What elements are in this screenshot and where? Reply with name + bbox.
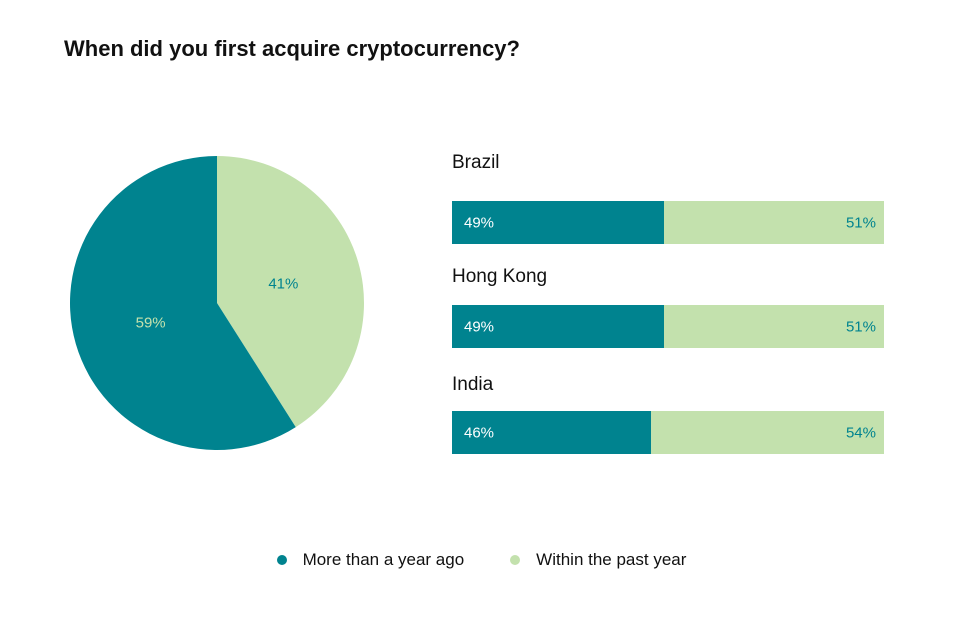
legend-swatch bbox=[276, 555, 287, 565]
bar-segment-label: 51% bbox=[845, 318, 876, 335]
legend-label: More than a year ago bbox=[302, 550, 465, 569]
bar-segment: 49% bbox=[452, 201, 664, 244]
bar-category-label: India bbox=[452, 374, 494, 395]
legend-label: Within the past year bbox=[536, 550, 687, 569]
bar-segment: 51% bbox=[663, 305, 884, 348]
bar-segment-label: 51% bbox=[845, 214, 876, 231]
bar-segment-label: 46% bbox=[464, 424, 495, 441]
bar-category-label: Brazil bbox=[452, 152, 500, 173]
bar-segment-label: 54% bbox=[845, 424, 876, 441]
bar-category-label: Hong Kong bbox=[452, 266, 548, 287]
pie-chart: 41% 59% bbox=[69, 156, 364, 450]
legend-swatch bbox=[510, 555, 521, 565]
chart-title: When did you first acquire cryptocurrenc… bbox=[64, 36, 520, 61]
bar-segment-label: 49% bbox=[464, 214, 495, 231]
bar-segment-label: 49% bbox=[464, 318, 495, 335]
pie-slice bbox=[217, 156, 364, 428]
legend-item-more-than-a-year: More than a year ago bbox=[276, 550, 465, 570]
bar-segment: 46% bbox=[452, 411, 651, 454]
stacked-bar: 49% 51% bbox=[452, 201, 884, 244]
pie-slice bbox=[69, 156, 296, 450]
pie-slice-label: 59% bbox=[136, 314, 166, 331]
bar-segment: 49% bbox=[452, 305, 664, 348]
legend-item-within-past-year: Within the past year bbox=[510, 550, 686, 570]
pie-slice-label: 41% bbox=[268, 276, 298, 293]
legend: More than a year ago Within the past yea… bbox=[0, 550, 963, 570]
bar-segment: 51% bbox=[663, 201, 884, 244]
stacked-bar: 46% 54% bbox=[452, 411, 884, 454]
stacked-bar: 49% 51% bbox=[452, 305, 884, 348]
bar-segment: 54% bbox=[650, 411, 884, 454]
